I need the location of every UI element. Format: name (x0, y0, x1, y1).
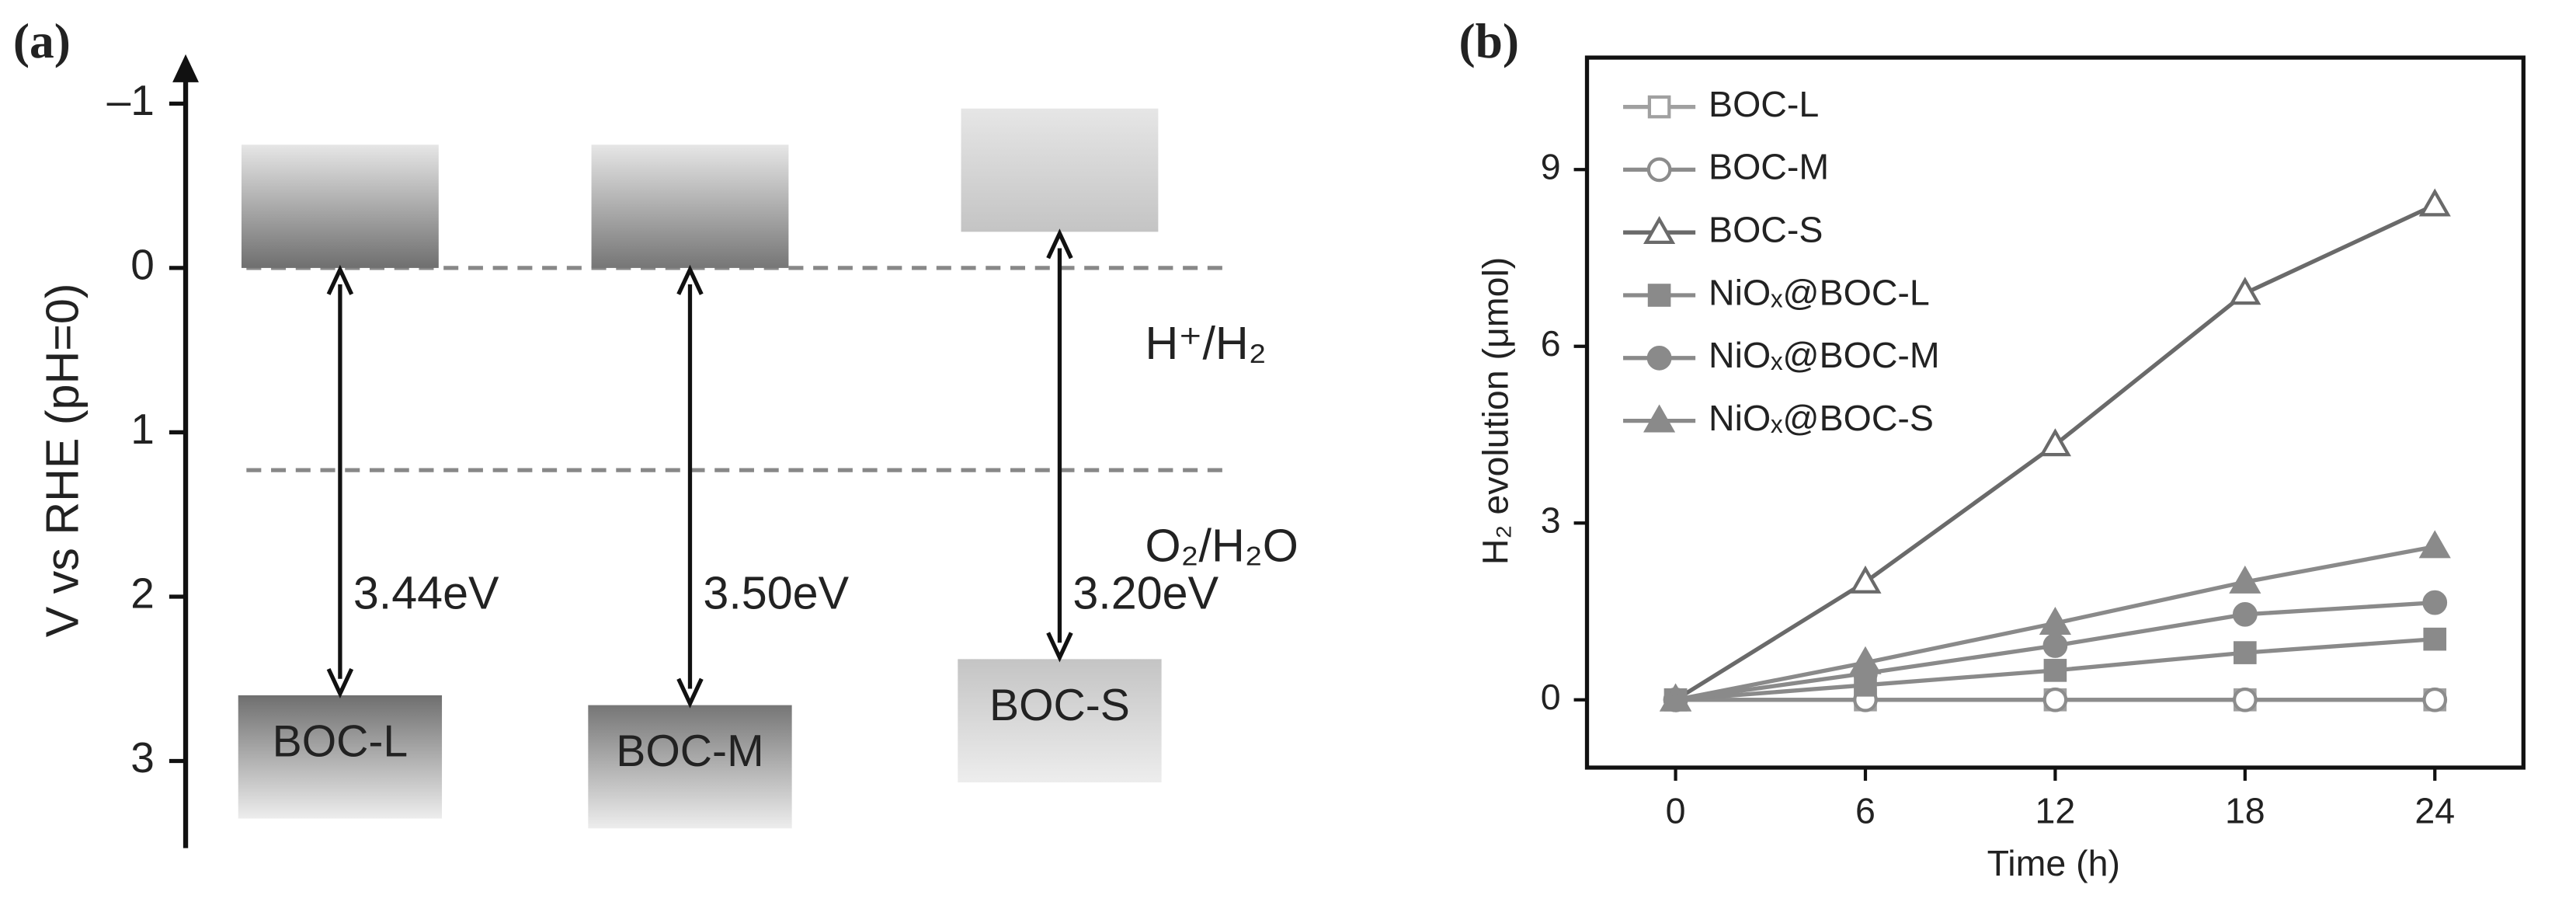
arrow-head (1046, 228, 1073, 259)
legend-label: BOC-M (1709, 147, 1829, 187)
category-label: BOC-L (273, 716, 408, 766)
data-point (2229, 277, 2261, 305)
valence-band (588, 705, 792, 829)
legend-label: NiOₓ@BOC-L (1709, 272, 1930, 312)
data-point (2423, 627, 2447, 651)
legend-marker (1643, 216, 1676, 245)
legend-label: BOC-L (1709, 84, 1819, 124)
conduction-band (241, 145, 439, 268)
legend-label: NiOₓ@BOC-M (1709, 335, 1940, 375)
data-point (1849, 565, 1882, 594)
x-axis-label: Time (h) (1987, 843, 2120, 883)
reference-label: O₂/H₂O (1145, 519, 1298, 571)
panel-label: (b) (1459, 13, 1520, 68)
y-tick-label: 0 (130, 240, 155, 288)
arrow-head (676, 264, 704, 295)
band-gap-label: 3.50eV (703, 567, 849, 619)
panel-label: (a) (13, 13, 71, 68)
reference-label: H⁺/H₂ (1145, 317, 1266, 369)
legend-label: NiOₓ@BOC-S (1709, 398, 1934, 438)
data-point (2422, 687, 2448, 712)
band-gap-label: 3.44eV (353, 567, 499, 619)
y-tick-label: 1 (130, 405, 155, 453)
category-label: BOC-S (989, 681, 1130, 730)
data-point (2039, 428, 2071, 457)
legend-marker (1643, 404, 1676, 433)
y-tick-label: 0 (1541, 677, 1561, 717)
y-tick-label: 3 (1541, 500, 1561, 541)
legend-marker (1647, 284, 1671, 307)
data-point (2039, 606, 2071, 635)
x-tick-label: 6 (1855, 791, 1876, 831)
valence-band (958, 659, 1162, 783)
conduction-band (961, 108, 1159, 232)
data-point (2042, 687, 2068, 712)
data-point (2043, 659, 2067, 682)
conduction-band (591, 145, 789, 268)
legend-marker (1647, 95, 1671, 119)
arrow-head (1046, 632, 1073, 663)
data-point (1660, 683, 1692, 712)
data-point (1849, 646, 1882, 674)
x-tick-label: 12 (2035, 791, 2076, 831)
x-tick-label: 0 (1666, 791, 1686, 831)
legend-label: BOC-S (1709, 210, 1823, 250)
y-axis-label: H₂ evolution (μmol) (1476, 257, 1516, 565)
category-label: BOC-M (616, 726, 763, 776)
data-point (2418, 188, 2451, 217)
arrow-head (326, 667, 354, 699)
y-tick-label: –1 (107, 76, 155, 124)
data-point (2042, 633, 2068, 658)
data-point (2418, 530, 2451, 559)
data-point (2232, 687, 2258, 712)
data-point (2234, 641, 2257, 664)
data-point (2229, 565, 2261, 594)
legend-marker (1646, 157, 1672, 183)
arrow-head (676, 677, 704, 709)
legend-marker (1646, 345, 1672, 371)
y-tick-label: 3 (130, 733, 155, 782)
data-point (2422, 590, 2448, 615)
x-tick-label: 24 (2414, 791, 2455, 831)
band-gap-label: 3.20eV (1072, 567, 1218, 619)
axis-arrow (172, 54, 199, 82)
y-tick-label: 2 (130, 569, 155, 618)
x-tick-label: 18 (2225, 791, 2265, 831)
y-tick-label: 6 (1541, 323, 1561, 364)
y-axis-label: V vs RHE (pH=0) (36, 284, 88, 638)
y-tick-label: 9 (1541, 147, 1561, 187)
arrow-head (326, 264, 354, 295)
data-point (2232, 601, 2258, 627)
valence-band (238, 695, 443, 819)
